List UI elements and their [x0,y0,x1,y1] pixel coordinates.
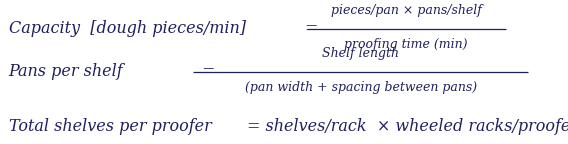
Text: pieces/pan × pans/shelf: pieces/pan × pans/shelf [331,4,482,17]
Text: Pans per shelf: Pans per shelf [9,64,123,80]
Text: = shelves/rack  × wheeled racks/proofer: = shelves/rack × wheeled racks/proofer [247,118,568,135]
Text: =: = [202,64,215,80]
Text: (pan width + spacing between pans): (pan width + spacing between pans) [245,81,477,94]
Text: Shelf length: Shelf length [322,48,399,60]
Text: proofing time (min): proofing time (min) [344,38,468,51]
Text: Total shelves per proofer: Total shelves per proofer [9,118,211,135]
Text: Capacity  [dough pieces/min]: Capacity [dough pieces/min] [9,20,245,37]
Text: =: = [304,20,318,37]
